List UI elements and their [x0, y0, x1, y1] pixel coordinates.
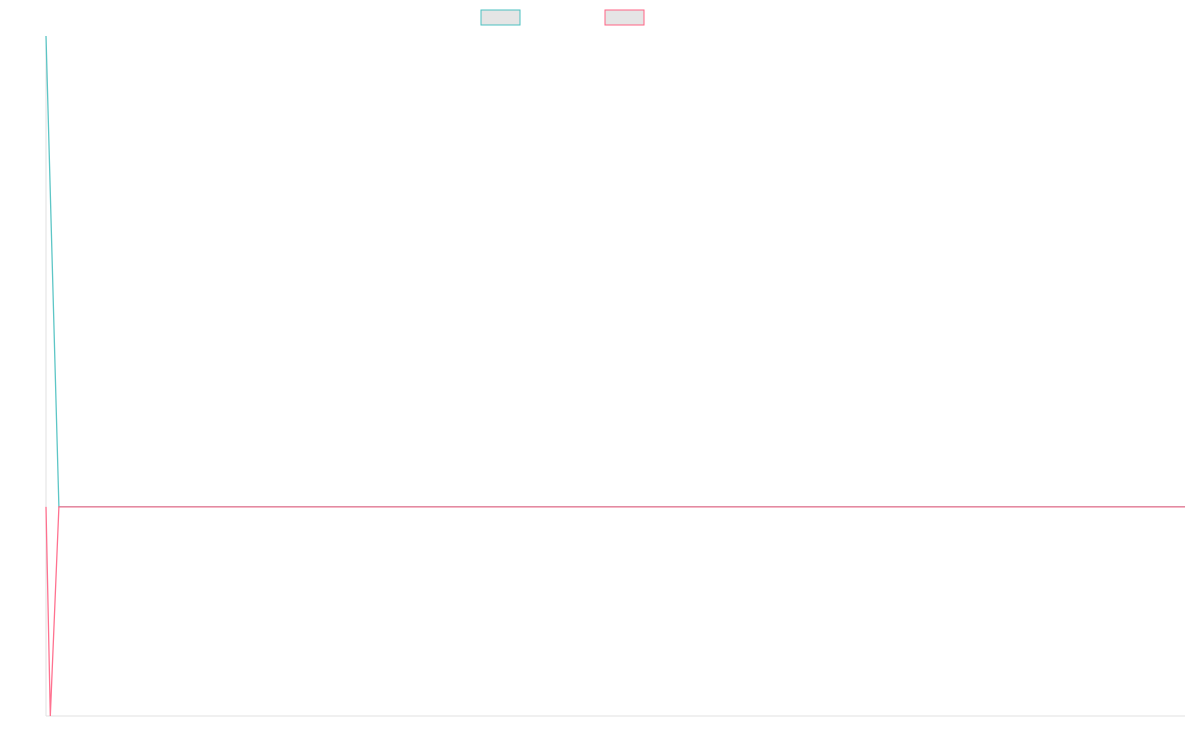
legend-swatch-2[interactable] [604, 9, 645, 26]
series-line-2 [45, 506, 1185, 717]
axes [45, 36, 1185, 717]
legend [480, 9, 645, 26]
series-line-1 [45, 35, 1185, 508]
series-lines [45, 35, 1186, 717]
legend-swatch-1[interactable] [480, 9, 521, 26]
